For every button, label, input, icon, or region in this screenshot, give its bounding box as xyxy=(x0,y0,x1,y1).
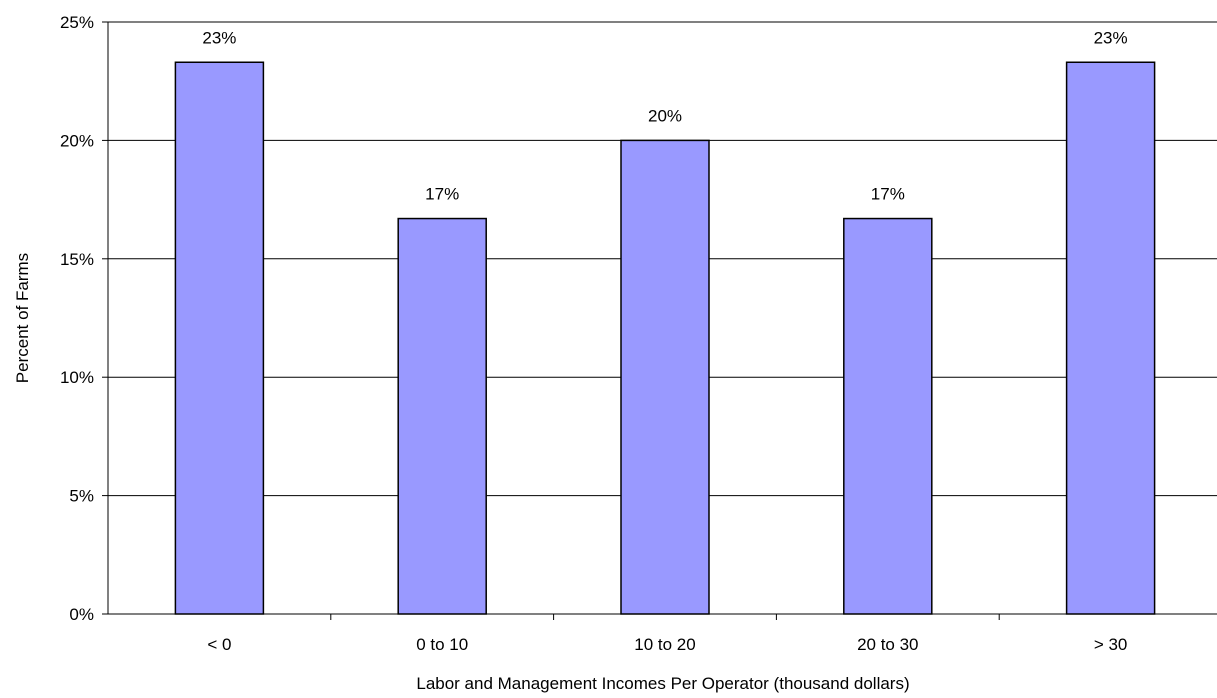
data-label: 20% xyxy=(648,106,682,125)
y-tick-label: 25% xyxy=(60,13,94,32)
x-tick-label: 10 to 20 xyxy=(634,635,695,654)
data-label: 17% xyxy=(425,185,459,204)
data-label: 23% xyxy=(202,28,236,47)
bars xyxy=(174,61,1156,620)
data-labels: 23% 17% 20% 17% 23% xyxy=(202,28,1127,203)
data-label: 17% xyxy=(871,185,905,204)
data-label: 23% xyxy=(1094,28,1128,47)
bar-0 xyxy=(174,61,265,615)
x-tick-label: 0 to 10 xyxy=(416,635,468,654)
y-tick-label: 20% xyxy=(60,131,94,150)
bar-4 xyxy=(1065,61,1156,615)
x-tick-label: < 0 xyxy=(207,635,231,654)
x-tick-label: 20 to 30 xyxy=(857,635,918,654)
axes xyxy=(107,22,1217,615)
bar-3 xyxy=(843,217,933,615)
x-axis-title: Labor and Management Incomes Per Operato… xyxy=(416,674,909,693)
x-tick-label: > 30 xyxy=(1094,635,1128,654)
y-tick-label: 10% xyxy=(60,368,94,387)
y-axis-title: Percent of Farms xyxy=(13,253,32,383)
y-tick-label: 0% xyxy=(69,605,94,624)
bar-2 xyxy=(620,139,710,615)
x-tick-labels: < 0 0 to 10 10 to 20 20 to 30 > 30 xyxy=(207,635,1127,654)
y-tick-label: 5% xyxy=(69,487,94,506)
y-tick-labels: 0% 5% 10% 15% 20% 25% xyxy=(60,13,94,624)
bar-1 xyxy=(397,217,487,615)
y-tick-label: 15% xyxy=(60,250,94,269)
